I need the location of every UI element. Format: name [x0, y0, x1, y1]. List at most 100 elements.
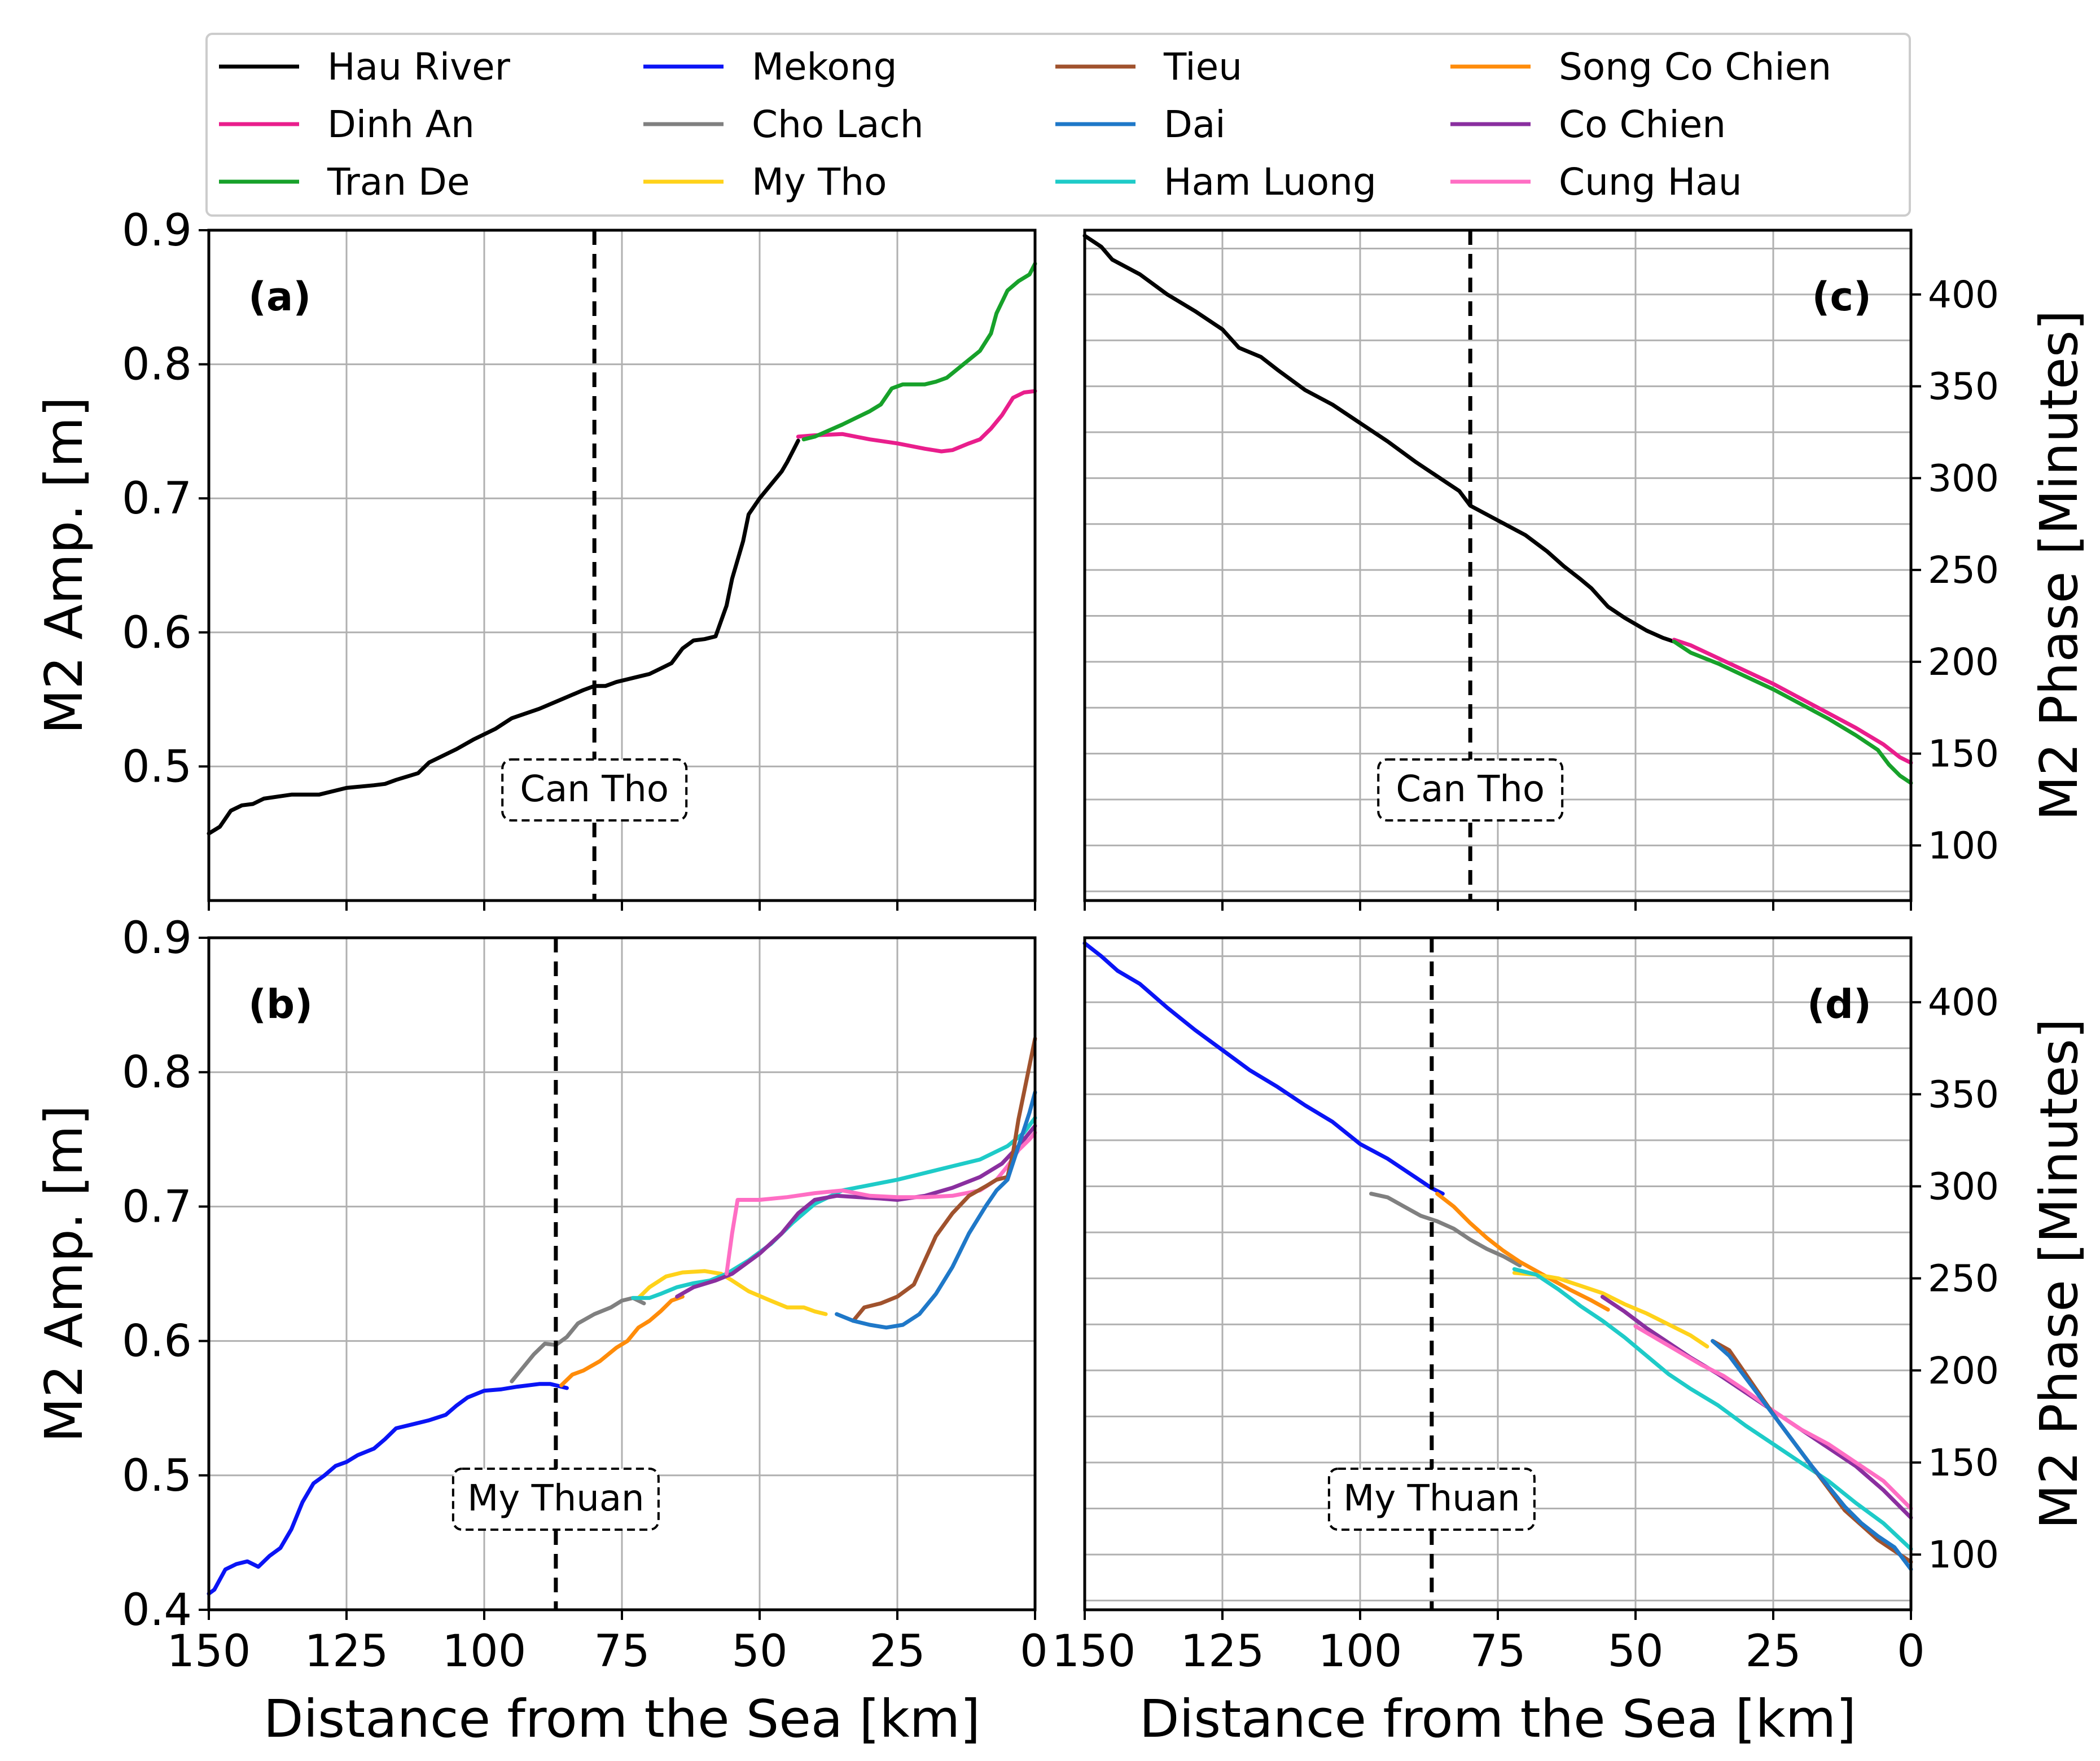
legend-label: Dinh An	[327, 103, 475, 146]
axes-frame	[207, 936, 1037, 1611]
station-label-box	[451, 1468, 660, 1531]
x-tick-label: 50	[1607, 1626, 1663, 1677]
axes-frame	[1083, 936, 1913, 1611]
y-tick-label: 300	[1928, 456, 1999, 500]
y-tick-label: 100	[1928, 824, 1999, 867]
x-axis-label: Distance from the Sea [km]	[1139, 1689, 1856, 1749]
panel-label: (b)	[248, 981, 313, 1027]
y-tick-label: 350	[1928, 365, 1999, 409]
y-tick-label: 400	[1928, 273, 1999, 317]
legend-label: Hau River	[327, 45, 511, 89]
y-tick-label: 0.8	[122, 1047, 192, 1098]
x-tick-label: 25	[1745, 1626, 1801, 1677]
y-tick-label: 0.5	[122, 1451, 192, 1501]
y-tick-label: 250	[1928, 1257, 1999, 1301]
station-label: Can Tho	[1396, 768, 1545, 810]
series-line-tran-de	[801, 261, 1037, 442]
series-line-hau-river	[1082, 234, 1676, 644]
y-tick-label: 400	[1928, 981, 1999, 1024]
y-tick-label: 200	[1928, 640, 1999, 684]
axes-frame	[1083, 229, 1913, 902]
y-axis-label: M2 Amp. [m]	[34, 1105, 94, 1443]
series-line-dai	[835, 1090, 1037, 1330]
panel-b: 0.4 0.5 0.6 0.7 0.8 0.9 My Thuan (b) M2 Amp. [m]…	[34, 913, 1048, 1749]
x-axis-label: Distance from the Sea [km]	[264, 1689, 980, 1749]
y-tick-label: 300	[1928, 1165, 1999, 1209]
y-tick-label: 250	[1928, 548, 1999, 592]
y-tick-label: 0.7	[122, 1182, 192, 1232]
series-line-tran-de	[1672, 639, 1913, 785]
series-line-tieu	[851, 1037, 1037, 1323]
y-tick-label: 150	[1928, 1441, 1999, 1485]
series-line-my-tho	[636, 1269, 828, 1316]
x-tick-label: 75	[1470, 1626, 1525, 1677]
series-line-dinh-an	[1672, 638, 1913, 765]
y-tick-label: 0.4	[122, 1585, 192, 1636]
series-line-hau-river	[207, 438, 800, 836]
station-label: My Thuan	[1343, 1478, 1520, 1520]
y-tick-label: 0.6	[122, 1316, 192, 1367]
y-axis-label: M2 Phase [Minutes]	[2029, 1018, 2089, 1529]
series-line-dinh-an	[796, 389, 1037, 454]
station-label-box	[501, 758, 688, 822]
panel-label: (a)	[248, 274, 311, 320]
series-line-my-tho	[1512, 1271, 1709, 1349]
x-tick-label: 100	[1318, 1626, 1402, 1677]
legend-label: My Tho	[752, 160, 887, 204]
x-tick-label: 150	[167, 1626, 251, 1677]
y-tick-label: 200	[1928, 1349, 1999, 1393]
series-line-song-co-chien	[1435, 1192, 1610, 1312]
panel-c: 100 150 200 250 300 350 400 Can Tho (c) M2 Phase …	[1082, 229, 2089, 911]
x-tick-label: 100	[442, 1626, 527, 1677]
station-label-box	[1327, 1468, 1536, 1531]
series-line-mekong	[1082, 941, 1445, 1196]
x-tick-label: 75	[594, 1626, 650, 1677]
y-axis-label: M2 Amp. [m]	[34, 397, 94, 734]
y-tick-label: 350	[1928, 1073, 1999, 1116]
y-tick-label: 100	[1928, 1533, 1999, 1576]
y-tick-label: 0.7	[122, 473, 192, 524]
series-line-ham-luong	[1512, 1267, 1913, 1551]
x-tick-label: 125	[1181, 1626, 1265, 1677]
x-tick-label: 0	[1020, 1626, 1048, 1677]
series-line-mekong	[207, 1382, 569, 1596]
y-tick-label: 150	[1928, 732, 1999, 776]
y-tick-label: 0.6	[122, 608, 192, 658]
legend-label: Tieu	[1163, 45, 1242, 89]
y-tick-label: 0.9	[122, 913, 192, 964]
axes-frame	[207, 229, 1037, 902]
x-tick-label: 25	[869, 1626, 925, 1677]
station-label: My Thuan	[467, 1478, 644, 1520]
legend-label: Cung Hau	[1559, 160, 1742, 204]
legend-label: Dai	[1164, 103, 1226, 146]
x-tick-label: 125	[305, 1626, 389, 1677]
series-line-ham-luong	[631, 1116, 1037, 1300]
y-tick-label: 0.5	[122, 741, 192, 792]
x-tick-label: 50	[731, 1626, 787, 1677]
panel-a: 0.5 0.6 0.7 0.8 0.9 Can Tho (a) M2 Amp. [m]	[34, 205, 1037, 911]
series-line-cho-lach	[1369, 1192, 1522, 1268]
y-tick-label: 0.9	[122, 205, 192, 256]
x-tick-label: 150	[1052, 1626, 1136, 1677]
legend-label: Mekong	[752, 45, 897, 89]
panel-label: (d)	[1807, 981, 1871, 1027]
legend-label: Cho Lach	[752, 103, 924, 146]
series-line-co-chien	[675, 1124, 1037, 1299]
series-line-cho-lach	[510, 1296, 646, 1384]
y-tick-label: 0.8	[122, 340, 192, 390]
series-line-song-co-chien	[559, 1294, 685, 1387]
legend-label: Co Chien	[1559, 103, 1726, 146]
legend: Hau River Dinh An Tran De Mekong Cho Lach My …	[205, 33, 1911, 217]
x-tick-label: 0	[1897, 1626, 1925, 1677]
station-label-box	[1377, 758, 1564, 822]
panel-label: (c)	[1812, 274, 1871, 320]
series-line-dai	[1711, 1339, 1913, 1571]
legend-label: Song Co Chien	[1559, 45, 1831, 89]
legend-label: Ham Luong	[1164, 160, 1376, 204]
station-label: Can Tho	[520, 768, 669, 810]
y-axis-label: M2 Phase [Minutes]	[2029, 310, 2089, 820]
legend-label: Tran De	[327, 160, 470, 204]
